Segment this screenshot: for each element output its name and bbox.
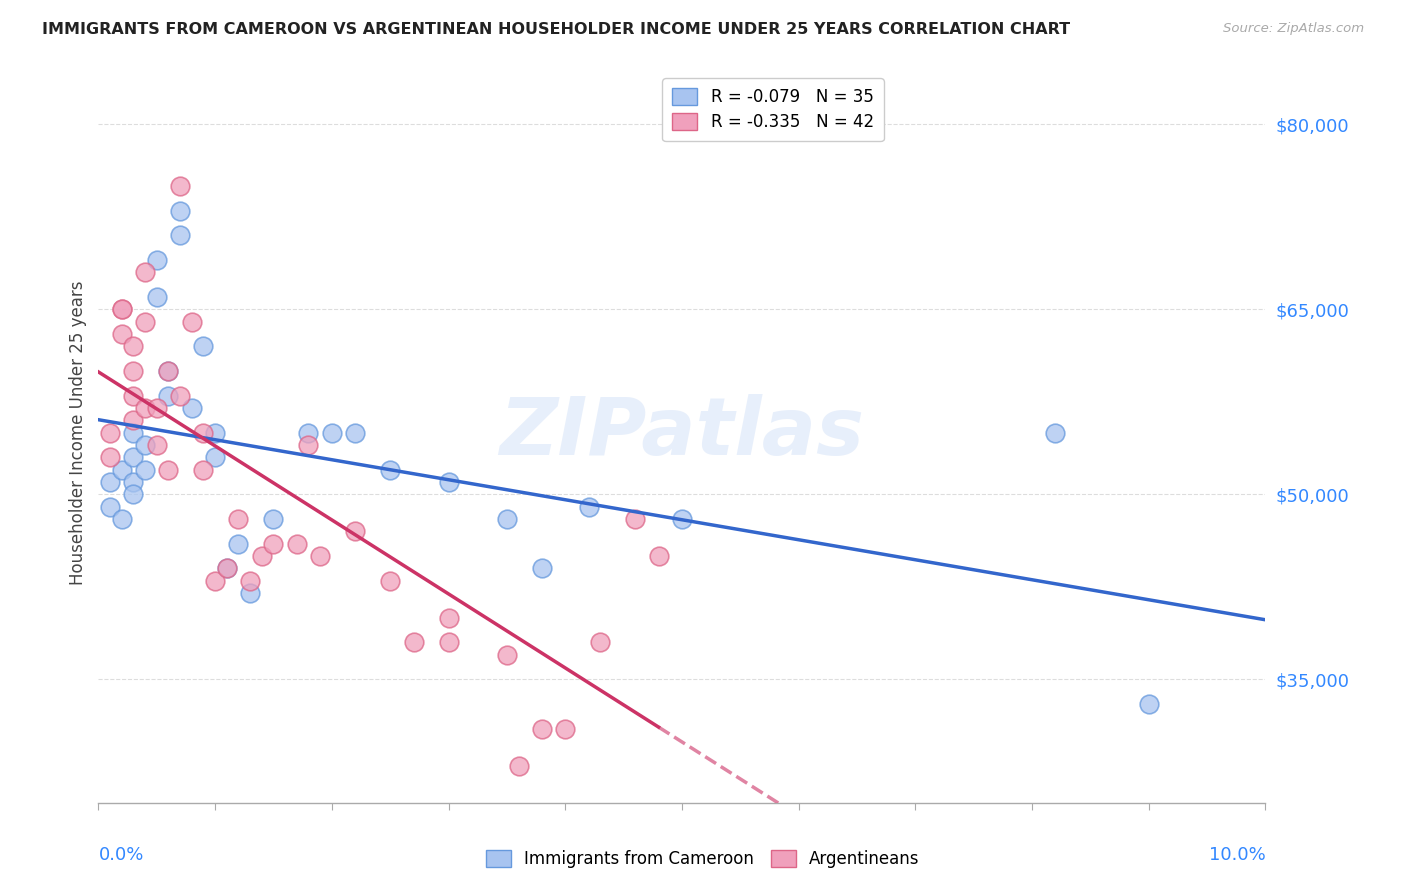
Y-axis label: Householder Income Under 25 years: Householder Income Under 25 years bbox=[69, 280, 87, 585]
Point bbox=[157, 364, 180, 378]
Point bbox=[321, 425, 343, 440]
Point bbox=[169, 389, 191, 403]
Point bbox=[98, 475, 121, 489]
Point bbox=[554, 722, 576, 736]
Point bbox=[530, 722, 553, 736]
Point bbox=[380, 462, 402, 476]
Point bbox=[204, 574, 226, 588]
Point bbox=[578, 500, 600, 514]
Point bbox=[146, 252, 169, 267]
Point bbox=[122, 475, 145, 489]
Point bbox=[193, 425, 215, 440]
Point bbox=[146, 438, 169, 452]
Point bbox=[589, 635, 612, 649]
Point bbox=[98, 450, 121, 465]
Point bbox=[239, 574, 262, 588]
Point bbox=[228, 512, 250, 526]
Point bbox=[134, 438, 156, 452]
Point bbox=[134, 401, 156, 415]
Point bbox=[111, 512, 134, 526]
Point bbox=[1137, 697, 1160, 711]
Point bbox=[134, 462, 156, 476]
Text: 0.0%: 0.0% bbox=[98, 846, 143, 864]
Point bbox=[134, 265, 156, 279]
Text: ZIPatlas: ZIPatlas bbox=[499, 393, 865, 472]
Legend: R = -0.079   N = 35, R = -0.335   N = 42: R = -0.079 N = 35, R = -0.335 N = 42 bbox=[662, 78, 883, 141]
Point bbox=[437, 475, 460, 489]
Point bbox=[157, 364, 180, 378]
Point bbox=[122, 425, 145, 440]
Point bbox=[180, 401, 202, 415]
Point bbox=[262, 512, 284, 526]
Point bbox=[402, 635, 425, 649]
Point bbox=[146, 290, 169, 304]
Point bbox=[285, 536, 308, 550]
Point bbox=[122, 413, 145, 427]
Point bbox=[169, 203, 191, 218]
Point bbox=[122, 389, 145, 403]
Point bbox=[180, 314, 202, 328]
Point bbox=[193, 462, 215, 476]
Point bbox=[1045, 425, 1067, 440]
Text: 10.0%: 10.0% bbox=[1209, 846, 1265, 864]
Point bbox=[111, 326, 134, 341]
Point bbox=[169, 228, 191, 243]
Point bbox=[134, 314, 156, 328]
Point bbox=[437, 610, 460, 624]
Point bbox=[250, 549, 273, 563]
Point bbox=[157, 389, 180, 403]
Point bbox=[122, 339, 145, 353]
Point bbox=[344, 524, 367, 539]
Point bbox=[380, 574, 402, 588]
Point bbox=[157, 462, 180, 476]
Point bbox=[215, 561, 238, 575]
Point bbox=[647, 549, 669, 563]
Point bbox=[204, 450, 226, 465]
Point bbox=[111, 302, 134, 317]
Legend: Immigrants from Cameroon, Argentineans: Immigrants from Cameroon, Argentineans bbox=[479, 843, 927, 875]
Point bbox=[169, 178, 191, 193]
Text: IMMIGRANTS FROM CAMEROON VS ARGENTINEAN HOUSEHOLDER INCOME UNDER 25 YEARS CORREL: IMMIGRANTS FROM CAMEROON VS ARGENTINEAN … bbox=[42, 22, 1070, 37]
Point bbox=[193, 339, 215, 353]
Point bbox=[111, 462, 134, 476]
Point bbox=[671, 512, 693, 526]
Point bbox=[530, 561, 553, 575]
Point bbox=[122, 487, 145, 501]
Point bbox=[508, 758, 530, 772]
Point bbox=[496, 648, 519, 662]
Point bbox=[122, 364, 145, 378]
Point bbox=[228, 536, 250, 550]
Point bbox=[98, 425, 121, 440]
Point bbox=[239, 586, 262, 600]
Point bbox=[262, 536, 284, 550]
Point bbox=[98, 500, 121, 514]
Point bbox=[146, 401, 169, 415]
Point bbox=[624, 512, 647, 526]
Point bbox=[437, 635, 460, 649]
Point bbox=[309, 549, 332, 563]
Point bbox=[111, 302, 134, 317]
Point bbox=[297, 438, 319, 452]
Point bbox=[122, 450, 145, 465]
Point bbox=[344, 425, 367, 440]
Point bbox=[215, 561, 238, 575]
Point bbox=[297, 425, 319, 440]
Point bbox=[204, 425, 226, 440]
Point bbox=[496, 512, 519, 526]
Text: Source: ZipAtlas.com: Source: ZipAtlas.com bbox=[1223, 22, 1364, 36]
